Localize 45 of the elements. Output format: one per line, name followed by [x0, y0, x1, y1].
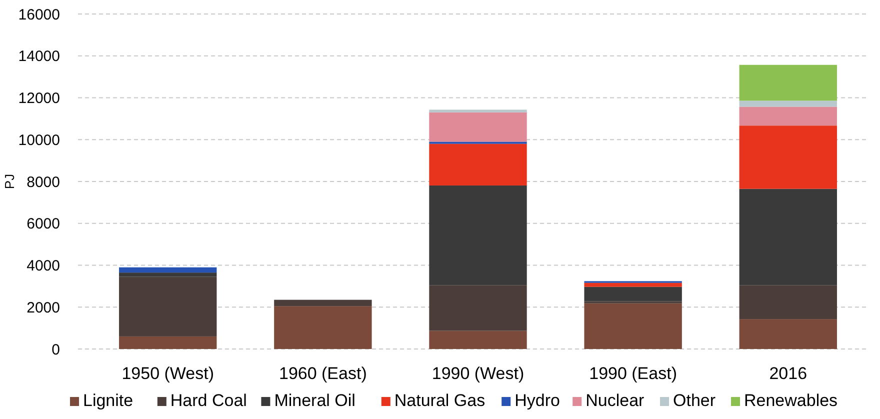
bar — [584, 303, 682, 349]
bar — [739, 64, 837, 101]
y-tick-label: 6000 — [26, 216, 60, 233]
bar — [429, 144, 527, 186]
y-tick-label: 14000 — [18, 48, 60, 66]
x-tick-label: 1990 (West) — [432, 364, 524, 383]
x-tick-label: 1990 (East) — [589, 364, 678, 383]
bar — [739, 100, 837, 107]
y-tick-label: 0 — [52, 341, 60, 358]
bar — [584, 282, 682, 287]
bar — [429, 185, 527, 286]
bar — [739, 126, 837, 189]
bar — [429, 285, 527, 331]
legend-label: Mineral Oil — [274, 391, 356, 410]
y-tick-label: 10000 — [18, 132, 60, 149]
bar — [429, 330, 527, 349]
bar — [429, 112, 527, 142]
legend-label: Hard Coal — [170, 391, 247, 410]
y-tick-label: 8000 — [26, 174, 60, 191]
bar — [119, 267, 217, 273]
bar — [119, 272, 217, 277]
y-tick-label: 16000 — [18, 6, 60, 24]
legend-label: Lignite — [83, 391, 134, 410]
y-tick-label: 4000 — [26, 258, 60, 274]
bar — [739, 285, 837, 320]
bar — [429, 110, 527, 112]
bar — [739, 106, 837, 126]
legend-label: Renewables — [744, 391, 838, 410]
bar — [739, 319, 837, 349]
x-tick-label: 1960 (East) — [278, 364, 367, 383]
y-tick-label: 12000 — [18, 90, 60, 107]
legend-label: Nuclear — [586, 391, 645, 410]
bar — [119, 336, 217, 349]
bar — [584, 286, 682, 302]
bar — [119, 276, 217, 336]
legend-label: Other — [673, 391, 716, 410]
bar — [274, 306, 372, 349]
legend-label: Natural Gas — [394, 391, 486, 410]
bar — [274, 300, 372, 306]
legend-label: Hydro — [514, 391, 560, 410]
x-tick-label: 2016 — [769, 364, 808, 383]
bar — [739, 188, 837, 286]
y-tick-label: 2000 — [26, 299, 60, 316]
y-axis-title: PJ — [2, 174, 17, 190]
x-tick-label: 1950 (West) — [122, 364, 214, 383]
